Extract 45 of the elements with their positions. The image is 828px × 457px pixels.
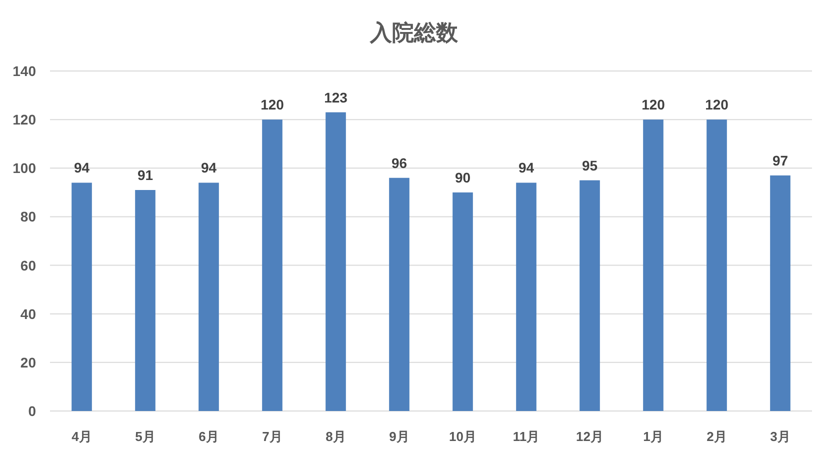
data-label: 96 bbox=[391, 154, 408, 171]
x-tick-label: 6月 bbox=[198, 429, 219, 444]
bar bbox=[452, 192, 473, 411]
y-tick-label: 100 bbox=[12, 160, 36, 176]
data-label: 97 bbox=[772, 152, 788, 168]
y-tick-label: 120 bbox=[12, 112, 36, 128]
data-label: 90 bbox=[454, 169, 471, 186]
data-label: 95 bbox=[582, 157, 598, 174]
x-tick-label: 5月 bbox=[135, 429, 156, 444]
data-label: 94 bbox=[74, 160, 90, 176]
x-tick-label: 1月 bbox=[643, 429, 664, 444]
y-tick-label: 80 bbox=[20, 208, 36, 225]
y-tick-label: 140 bbox=[12, 63, 36, 79]
bar bbox=[135, 190, 156, 411]
x-tick-label: 7月 bbox=[262, 429, 282, 444]
y-tick-label: 0 bbox=[28, 403, 36, 419]
x-tick-label: 8月 bbox=[326, 429, 346, 444]
bar bbox=[516, 182, 536, 411]
x-tick-label: 2月 bbox=[706, 429, 727, 444]
x-tick-label: 12月 bbox=[576, 429, 604, 444]
x-tick-label: 4月 bbox=[72, 429, 92, 444]
bar bbox=[389, 178, 410, 411]
y-tick-label: 20 bbox=[20, 354, 36, 370]
x-tick-label: 9月 bbox=[389, 429, 410, 444]
x-tick-label: 11月 bbox=[512, 429, 540, 444]
x-tick-label: 3月 bbox=[770, 429, 790, 444]
bar bbox=[643, 120, 664, 411]
data-label: 94 bbox=[200, 160, 217, 176]
data-label: 120 bbox=[260, 96, 284, 113]
x-tick-label: 10月 bbox=[449, 429, 476, 444]
bar bbox=[72, 182, 92, 411]
bar bbox=[262, 120, 282, 411]
bar bbox=[770, 175, 790, 411]
chart-title: 入院総数 bbox=[369, 20, 459, 45]
data-label: 120 bbox=[705, 96, 729, 113]
y-tick-label: 40 bbox=[20, 306, 36, 322]
y-tick-label: 60 bbox=[20, 257, 36, 274]
bar bbox=[198, 182, 219, 411]
bar bbox=[326, 112, 346, 411]
bar bbox=[580, 180, 600, 411]
data-label: 94 bbox=[518, 160, 534, 176]
data-label: 120 bbox=[642, 96, 666, 113]
data-label: 123 bbox=[324, 89, 348, 106]
data-label: 91 bbox=[137, 167, 154, 183]
bar bbox=[706, 120, 727, 411]
